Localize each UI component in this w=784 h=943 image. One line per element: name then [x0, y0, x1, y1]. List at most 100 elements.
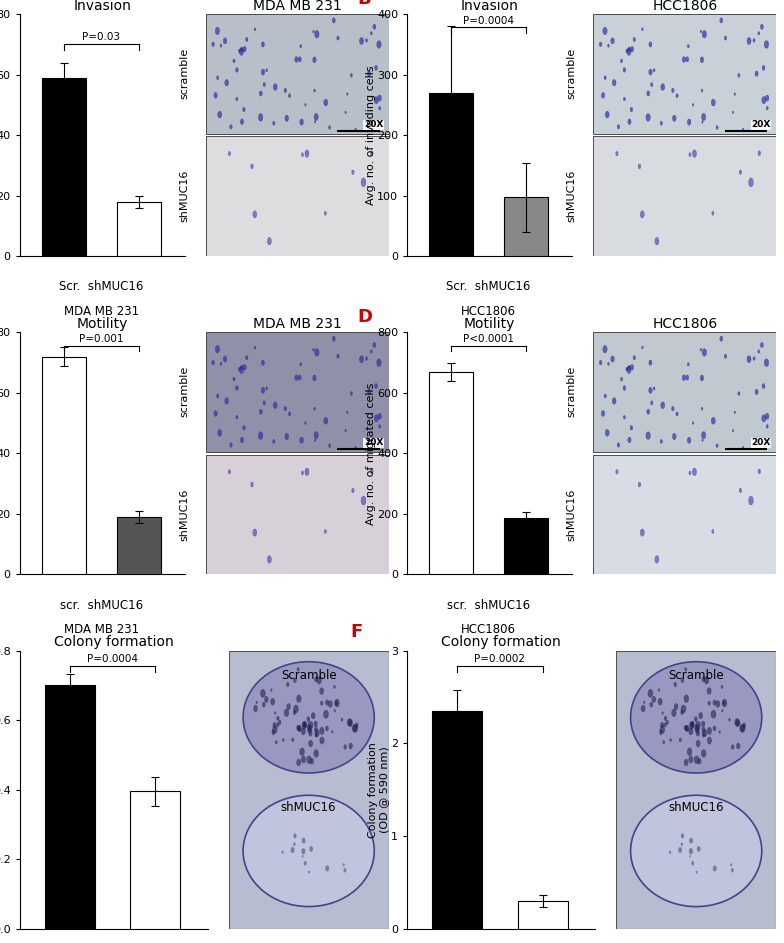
Ellipse shape: [289, 412, 291, 416]
Ellipse shape: [599, 360, 602, 365]
Ellipse shape: [758, 469, 760, 474]
Ellipse shape: [284, 709, 289, 717]
Ellipse shape: [261, 41, 264, 47]
Ellipse shape: [681, 834, 684, 838]
Ellipse shape: [353, 724, 358, 732]
Ellipse shape: [375, 65, 378, 71]
Ellipse shape: [684, 668, 687, 671]
Ellipse shape: [282, 738, 285, 742]
Ellipse shape: [638, 482, 641, 487]
Ellipse shape: [303, 721, 307, 727]
Ellipse shape: [655, 555, 659, 563]
Ellipse shape: [293, 677, 296, 683]
Ellipse shape: [701, 89, 703, 92]
Bar: [206, 137, 389, 256]
Text: scramble: scramble: [566, 48, 576, 99]
Ellipse shape: [286, 682, 289, 687]
Ellipse shape: [239, 366, 244, 373]
Ellipse shape: [331, 730, 333, 734]
Ellipse shape: [359, 356, 364, 363]
Ellipse shape: [228, 470, 230, 474]
Ellipse shape: [314, 727, 318, 733]
Ellipse shape: [664, 722, 666, 727]
Ellipse shape: [341, 718, 343, 721]
Ellipse shape: [263, 401, 266, 405]
Ellipse shape: [605, 429, 609, 437]
Ellipse shape: [296, 759, 301, 766]
Ellipse shape: [308, 740, 313, 747]
Ellipse shape: [301, 153, 303, 157]
Ellipse shape: [220, 362, 222, 366]
Ellipse shape: [615, 470, 618, 474]
Text: scr.  shMUC16: scr. shMUC16: [447, 599, 530, 612]
Ellipse shape: [612, 398, 616, 405]
Ellipse shape: [758, 151, 760, 156]
Ellipse shape: [749, 178, 753, 187]
Ellipse shape: [313, 348, 314, 351]
Ellipse shape: [314, 720, 318, 727]
Ellipse shape: [651, 82, 653, 87]
Ellipse shape: [270, 688, 272, 691]
Ellipse shape: [291, 847, 295, 853]
Ellipse shape: [323, 710, 328, 719]
Ellipse shape: [365, 356, 368, 360]
Ellipse shape: [716, 125, 718, 129]
Ellipse shape: [254, 27, 256, 31]
Ellipse shape: [263, 82, 266, 87]
Ellipse shape: [692, 468, 696, 475]
Ellipse shape: [641, 529, 644, 537]
Text: P<0.0001: P<0.0001: [463, 334, 514, 344]
Bar: [504, 519, 548, 574]
Ellipse shape: [307, 724, 311, 731]
Ellipse shape: [687, 748, 692, 756]
Ellipse shape: [658, 688, 660, 691]
Ellipse shape: [603, 345, 607, 353]
Ellipse shape: [659, 730, 662, 736]
Ellipse shape: [270, 698, 275, 705]
Ellipse shape: [672, 406, 674, 411]
Ellipse shape: [682, 374, 686, 381]
Ellipse shape: [742, 128, 744, 131]
Ellipse shape: [305, 150, 309, 157]
Ellipse shape: [766, 424, 768, 428]
Ellipse shape: [266, 387, 267, 390]
Text: scramble: scramble: [179, 366, 189, 417]
Ellipse shape: [261, 360, 264, 365]
Ellipse shape: [375, 384, 378, 389]
Ellipse shape: [762, 384, 765, 389]
Ellipse shape: [299, 748, 305, 756]
Ellipse shape: [673, 682, 677, 687]
Ellipse shape: [605, 111, 609, 118]
Ellipse shape: [676, 93, 678, 98]
Ellipse shape: [298, 375, 301, 380]
Ellipse shape: [297, 668, 299, 671]
Ellipse shape: [256, 701, 258, 703]
Ellipse shape: [630, 46, 633, 52]
Ellipse shape: [273, 722, 277, 728]
Ellipse shape: [325, 726, 328, 731]
Ellipse shape: [349, 743, 353, 749]
Ellipse shape: [673, 115, 676, 122]
Ellipse shape: [623, 415, 626, 419]
Ellipse shape: [731, 744, 735, 750]
Ellipse shape: [241, 119, 244, 124]
Ellipse shape: [740, 724, 746, 732]
Ellipse shape: [760, 25, 764, 29]
Ellipse shape: [272, 730, 275, 736]
Ellipse shape: [245, 356, 248, 360]
Ellipse shape: [285, 433, 289, 439]
Ellipse shape: [313, 57, 316, 63]
Ellipse shape: [633, 38, 636, 41]
Text: 20X: 20X: [751, 438, 771, 447]
Text: scr.  shMUC16: scr. shMUC16: [60, 599, 143, 612]
Text: 20X: 20X: [751, 120, 771, 129]
Ellipse shape: [653, 69, 655, 72]
Text: HCC1806: HCC1806: [461, 305, 516, 318]
Ellipse shape: [695, 870, 698, 873]
Ellipse shape: [707, 727, 712, 735]
Ellipse shape: [335, 701, 338, 705]
Text: D: D: [358, 308, 372, 326]
Ellipse shape: [361, 178, 366, 187]
Ellipse shape: [662, 740, 665, 744]
Title: Invasion: Invasion: [461, 0, 519, 13]
